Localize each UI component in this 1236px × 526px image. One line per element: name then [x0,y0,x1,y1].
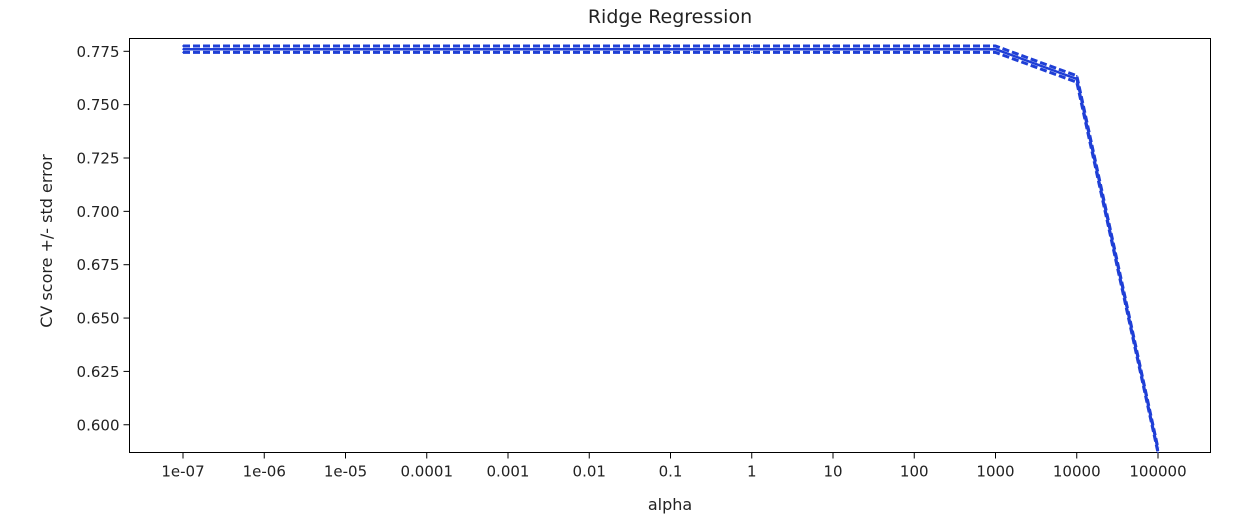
y-tick-label: 0.625 [77,363,120,381]
x-tick-label: 10 [823,463,842,481]
data-point [750,48,753,50]
plot-frame [129,38,1211,453]
data-point [182,48,184,50]
data-point [425,45,428,47]
data-point [913,45,916,47]
y-tick-label: 0.750 [77,96,120,114]
data-point [344,48,347,50]
y-tick-label: 0.675 [77,256,120,274]
std-error-band-line [183,50,1160,453]
data-point [750,51,753,54]
x-tick-label: 1 [747,463,757,481]
y-tick-label: 0.600 [77,416,120,434]
x-tick-label: 0.0001 [401,463,454,481]
x-tick-label: 1e-06 [243,463,286,481]
y-axis-label: CV score +/- std error [37,154,56,328]
data-point [750,45,753,47]
y-tick-label: 0.775 [77,43,120,61]
data-point [344,51,347,54]
data-point [182,45,184,47]
data-point [832,51,834,54]
y-tick-label: 0.725 [77,150,120,168]
data-point [425,51,428,54]
data-point [669,51,672,54]
data-point [263,51,266,54]
data-point [507,48,509,50]
data-point [507,51,509,54]
y-tick-label: 0.650 [77,310,120,328]
cv-score-line [183,47,1160,451]
data-point [832,45,834,47]
chart-title: Ridge Regression [588,6,752,28]
data-point [669,45,672,47]
data-point [1157,451,1159,454]
x-tick-label: 1000 [976,463,1014,481]
data-point [344,45,347,47]
x-tick-label: 1e-07 [161,463,204,481]
data-point [994,45,997,47]
x-tick-label: 0.01 [573,463,606,481]
data-point [994,48,997,50]
data-point [588,45,591,47]
data-point [263,45,266,47]
data-point [507,45,509,47]
x-tick-label: 100000 [1129,463,1186,481]
data-point [588,48,591,50]
data-point [913,48,916,50]
data-point [669,48,672,50]
data-point [588,51,591,54]
data-point [425,48,428,50]
data-point [913,51,916,54]
data-point [832,48,834,50]
data-point [182,51,184,54]
x-tick-label: 1e-05 [324,463,367,481]
data-point [1075,75,1078,77]
data-point [994,51,997,54]
x-axis-label: alpha [648,495,692,514]
std-error-band-line [183,44,1160,449]
x-tick-label: 0.001 [487,463,530,481]
x-tick-label: 0.1 [659,463,683,481]
x-tick-label: 10000 [1053,463,1101,481]
x-tick-label: 100 [900,463,929,481]
y-tick-label: 0.700 [77,203,120,221]
data-point [263,48,266,50]
data-point [1075,81,1078,84]
